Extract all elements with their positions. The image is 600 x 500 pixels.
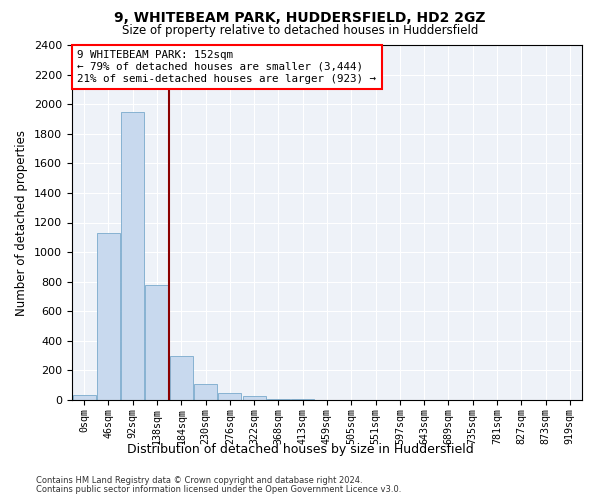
Bar: [97, 233, 120, 400]
Bar: [170, 356, 193, 400]
Text: Distribution of detached houses by size in Huddersfield: Distribution of detached houses by size …: [127, 442, 473, 456]
Text: Contains HM Land Registry data © Crown copyright and database right 2024.: Contains HM Land Registry data © Crown c…: [36, 476, 362, 485]
Text: 9 WHITEBEAM PARK: 152sqm
← 79% of detached houses are smaller (3,444)
21% of sem: 9 WHITEBEAM PARK: 152sqm ← 79% of detach…: [77, 50, 376, 84]
Bar: [242, 396, 266, 400]
Bar: [121, 112, 144, 400]
Text: Contains public sector information licensed under the Open Government Licence v3: Contains public sector information licen…: [36, 485, 401, 494]
Y-axis label: Number of detached properties: Number of detached properties: [16, 130, 28, 316]
Bar: [218, 392, 241, 400]
Text: Size of property relative to detached houses in Huddersfield: Size of property relative to detached ho…: [122, 24, 478, 37]
Bar: [267, 398, 290, 400]
Text: 9, WHITEBEAM PARK, HUDDERSFIELD, HD2 2GZ: 9, WHITEBEAM PARK, HUDDERSFIELD, HD2 2GZ: [114, 11, 486, 25]
Bar: [145, 286, 169, 400]
Bar: [73, 395, 95, 400]
Bar: [194, 384, 217, 400]
